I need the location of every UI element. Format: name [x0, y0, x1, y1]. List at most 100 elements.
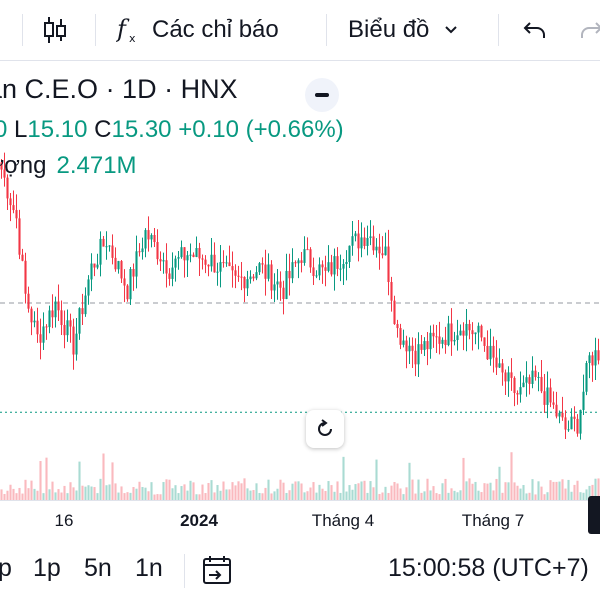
candle-body — [459, 330, 462, 336]
minus-icon — [315, 93, 329, 97]
volume-bar — [516, 485, 519, 500]
volume-bar — [540, 486, 543, 500]
volume-bar — [438, 494, 441, 500]
time-axis[interactable]: 16 2024 Tháng 4 Tháng 7 — [0, 500, 600, 541]
candle-body — [525, 377, 528, 383]
candle-body — [357, 233, 360, 249]
volume-bar — [405, 487, 408, 500]
candle-body — [363, 237, 366, 246]
candle-body — [51, 310, 54, 318]
volume-bar — [483, 483, 486, 500]
redo-button[interactable] — [578, 8, 600, 52]
reset-chart-button[interactable] — [306, 410, 344, 448]
volume-bar — [411, 479, 414, 500]
candle-body — [321, 264, 324, 268]
volume-bar — [324, 490, 327, 500]
candle-body — [396, 324, 399, 329]
chart-type-label: Biểu đồ — [348, 16, 430, 43]
symbol-title[interactable]: oàn C.E.O · 1D · HNX — [0, 74, 238, 104]
volume-bar — [258, 492, 261, 500]
candle-body — [366, 238, 369, 246]
candle-body — [144, 230, 147, 249]
candle-body — [180, 247, 183, 258]
toolbar-cut-item[interactable] — [0, 8, 20, 52]
candle-body — [243, 276, 246, 289]
candle-body — [399, 328, 402, 345]
volume-bar — [552, 481, 555, 500]
candle-body — [465, 323, 468, 336]
candles-icon[interactable] — [42, 8, 72, 52]
volume-bar — [123, 493, 126, 500]
interval-button[interactable]: p — [0, 554, 12, 582]
volume-bar — [195, 494, 198, 500]
volume-bar — [306, 491, 309, 500]
volume-bar — [171, 488, 174, 500]
volume-bar — [39, 461, 42, 500]
volume-bar — [474, 481, 477, 500]
volume-bar — [108, 484, 111, 500]
volume-bar — [336, 481, 339, 500]
candle-body — [45, 326, 48, 328]
candle-body — [201, 258, 204, 260]
volume-bar — [528, 492, 531, 500]
candle-body — [354, 233, 357, 237]
price-chart[interactable] — [0, 60, 600, 500]
close-value: 15.30 — [111, 116, 172, 143]
goto-date-button[interactable] — [200, 554, 234, 591]
candle-body — [126, 285, 129, 300]
volume-bar — [555, 481, 558, 500]
candle-body — [324, 267, 327, 271]
last-price-marker — [588, 496, 600, 534]
volume-bar — [114, 483, 117, 500]
volume-bar — [450, 488, 453, 500]
indicators-button[interactable]: f x Các chỉ báo — [116, 8, 279, 52]
clock-timezone[interactable]: 15:00:58 (UTC+7) — [388, 554, 589, 582]
volume-bar — [582, 492, 585, 500]
volume-bar — [99, 478, 102, 500]
candle-body — [582, 391, 585, 410]
candle-body — [105, 246, 108, 248]
volume-bar — [480, 492, 483, 500]
x-tick-label: Tháng 4 — [311, 511, 375, 530]
candle-body — [387, 246, 390, 283]
volume-bar — [351, 489, 354, 500]
undo-icon — [523, 22, 545, 38]
candle-body — [552, 402, 555, 405]
undo-button[interactable] — [522, 8, 548, 52]
reset-icon — [318, 419, 332, 436]
low-value: 15.10 — [27, 116, 88, 143]
candle-body — [375, 246, 378, 251]
volume-bar — [312, 482, 315, 500]
candle-body — [162, 260, 165, 262]
candle-body — [411, 345, 414, 351]
collapse-legend-button[interactable] — [305, 78, 339, 112]
volume-value: 2.471M — [56, 152, 137, 179]
volume-bar — [510, 452, 513, 500]
candle-body — [129, 269, 132, 300]
svg-text:f: f — [116, 15, 130, 43]
volume-bar — [204, 493, 207, 500]
volume-bar — [408, 462, 411, 500]
candle-body — [339, 268, 342, 270]
volume-bar — [363, 480, 366, 500]
chart-type-button[interactable]: Biểu đồ — [348, 8, 459, 52]
volume-bar — [144, 487, 147, 500]
volume-bar — [435, 493, 438, 500]
candle-body — [228, 262, 231, 267]
candle-body — [102, 238, 105, 247]
volume-legend: ượng 2.471M — [0, 152, 137, 180]
candle-body — [273, 284, 276, 291]
interval-button[interactable]: 1p — [33, 554, 61, 582]
candle-body — [87, 279, 90, 296]
volume-bar — [534, 494, 537, 500]
volume-bar — [282, 482, 285, 500]
interval-button[interactable]: 1n — [135, 554, 163, 582]
volume-bar — [231, 482, 234, 500]
volume-bar — [441, 483, 444, 500]
volume-bar — [6, 490, 9, 500]
interval-button[interactable]: 5n — [84, 554, 112, 582]
volume-bar — [393, 481, 396, 500]
volume-bar — [384, 486, 387, 500]
volume-bar — [417, 479, 420, 500]
candle-body — [24, 260, 27, 294]
